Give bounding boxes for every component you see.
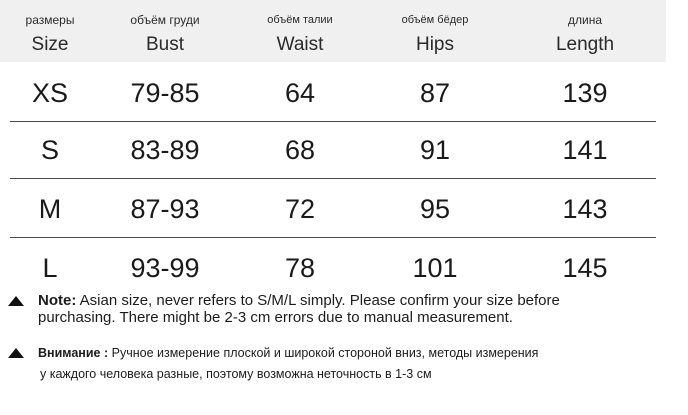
warning-triangle-icon: [8, 348, 24, 358]
header-bust-ru: объём груди: [130, 13, 200, 27]
header-size-ru: размеры: [25, 13, 75, 27]
table-row: XS 79-85 64 87 139: [10, 65, 656, 122]
cell-waist: 64: [284, 78, 316, 108]
cell-hips: 87: [419, 78, 451, 108]
warning-triangle-icon: [8, 296, 24, 306]
note-ru-label: Внимание :: [38, 346, 109, 360]
cell-bust: 79-85: [130, 78, 200, 108]
note-ru-line-2: у каждого человека разные, поэтому возмо…: [40, 367, 432, 381]
header-length-en: Length: [555, 34, 615, 55]
header-hips-ru: объём бёдер: [401, 14, 469, 26]
table-header: размеры Size объём груди Bust объём тали…: [0, 0, 666, 62]
cell-hips: 101: [412, 253, 458, 283]
cell-bust: 87-93: [130, 194, 200, 224]
table-row: L 93-99 78 101 145: [10, 240, 656, 296]
note-russian-text: Внимание : Ручное измерение плоской и ши…: [38, 343, 678, 385]
note-english-text: Note: Asian size, never refers to S/M/L …: [38, 292, 678, 326]
cell-waist: 78: [284, 253, 316, 283]
cell-length: 145: [562, 253, 608, 283]
note-ru-line-1: Ручное измерение плоской и широкой сторо…: [111, 346, 539, 360]
header-waist-en: Waist: [276, 34, 324, 55]
cell-bust: 83-89: [130, 135, 200, 165]
cell-bust: 93-99: [130, 253, 200, 283]
cell-size: S: [40, 135, 59, 165]
table-row: M 87-93 72 95 143: [10, 181, 656, 238]
cell-size: L: [42, 253, 58, 283]
header-length-ru: длина: [567, 13, 602, 27]
header-bust-en: Bust: [145, 34, 185, 55]
note-line-2: purchasing. There might be 2-3 cm errors…: [38, 309, 513, 326]
note-line-1: Asian size, never refers to S/M/L simply…: [79, 292, 560, 309]
cell-waist: 72: [284, 194, 316, 224]
table-row: S 83-89 68 91 141: [10, 122, 656, 179]
header-size-en: Size: [31, 34, 69, 55]
cell-length: 141: [562, 135, 608, 165]
cell-hips: 91: [419, 135, 451, 165]
cell-length: 139: [562, 78, 608, 108]
cell-size: M: [38, 194, 62, 224]
cell-hips: 95: [419, 194, 451, 224]
cell-size: XS: [31, 78, 69, 108]
cell-length: 143: [562, 194, 608, 224]
note-label: Note:: [38, 292, 77, 309]
header-hips-en: Hips: [415, 34, 454, 55]
cell-waist: 68: [284, 135, 316, 165]
header-waist-ru: объём талии: [267, 14, 333, 26]
